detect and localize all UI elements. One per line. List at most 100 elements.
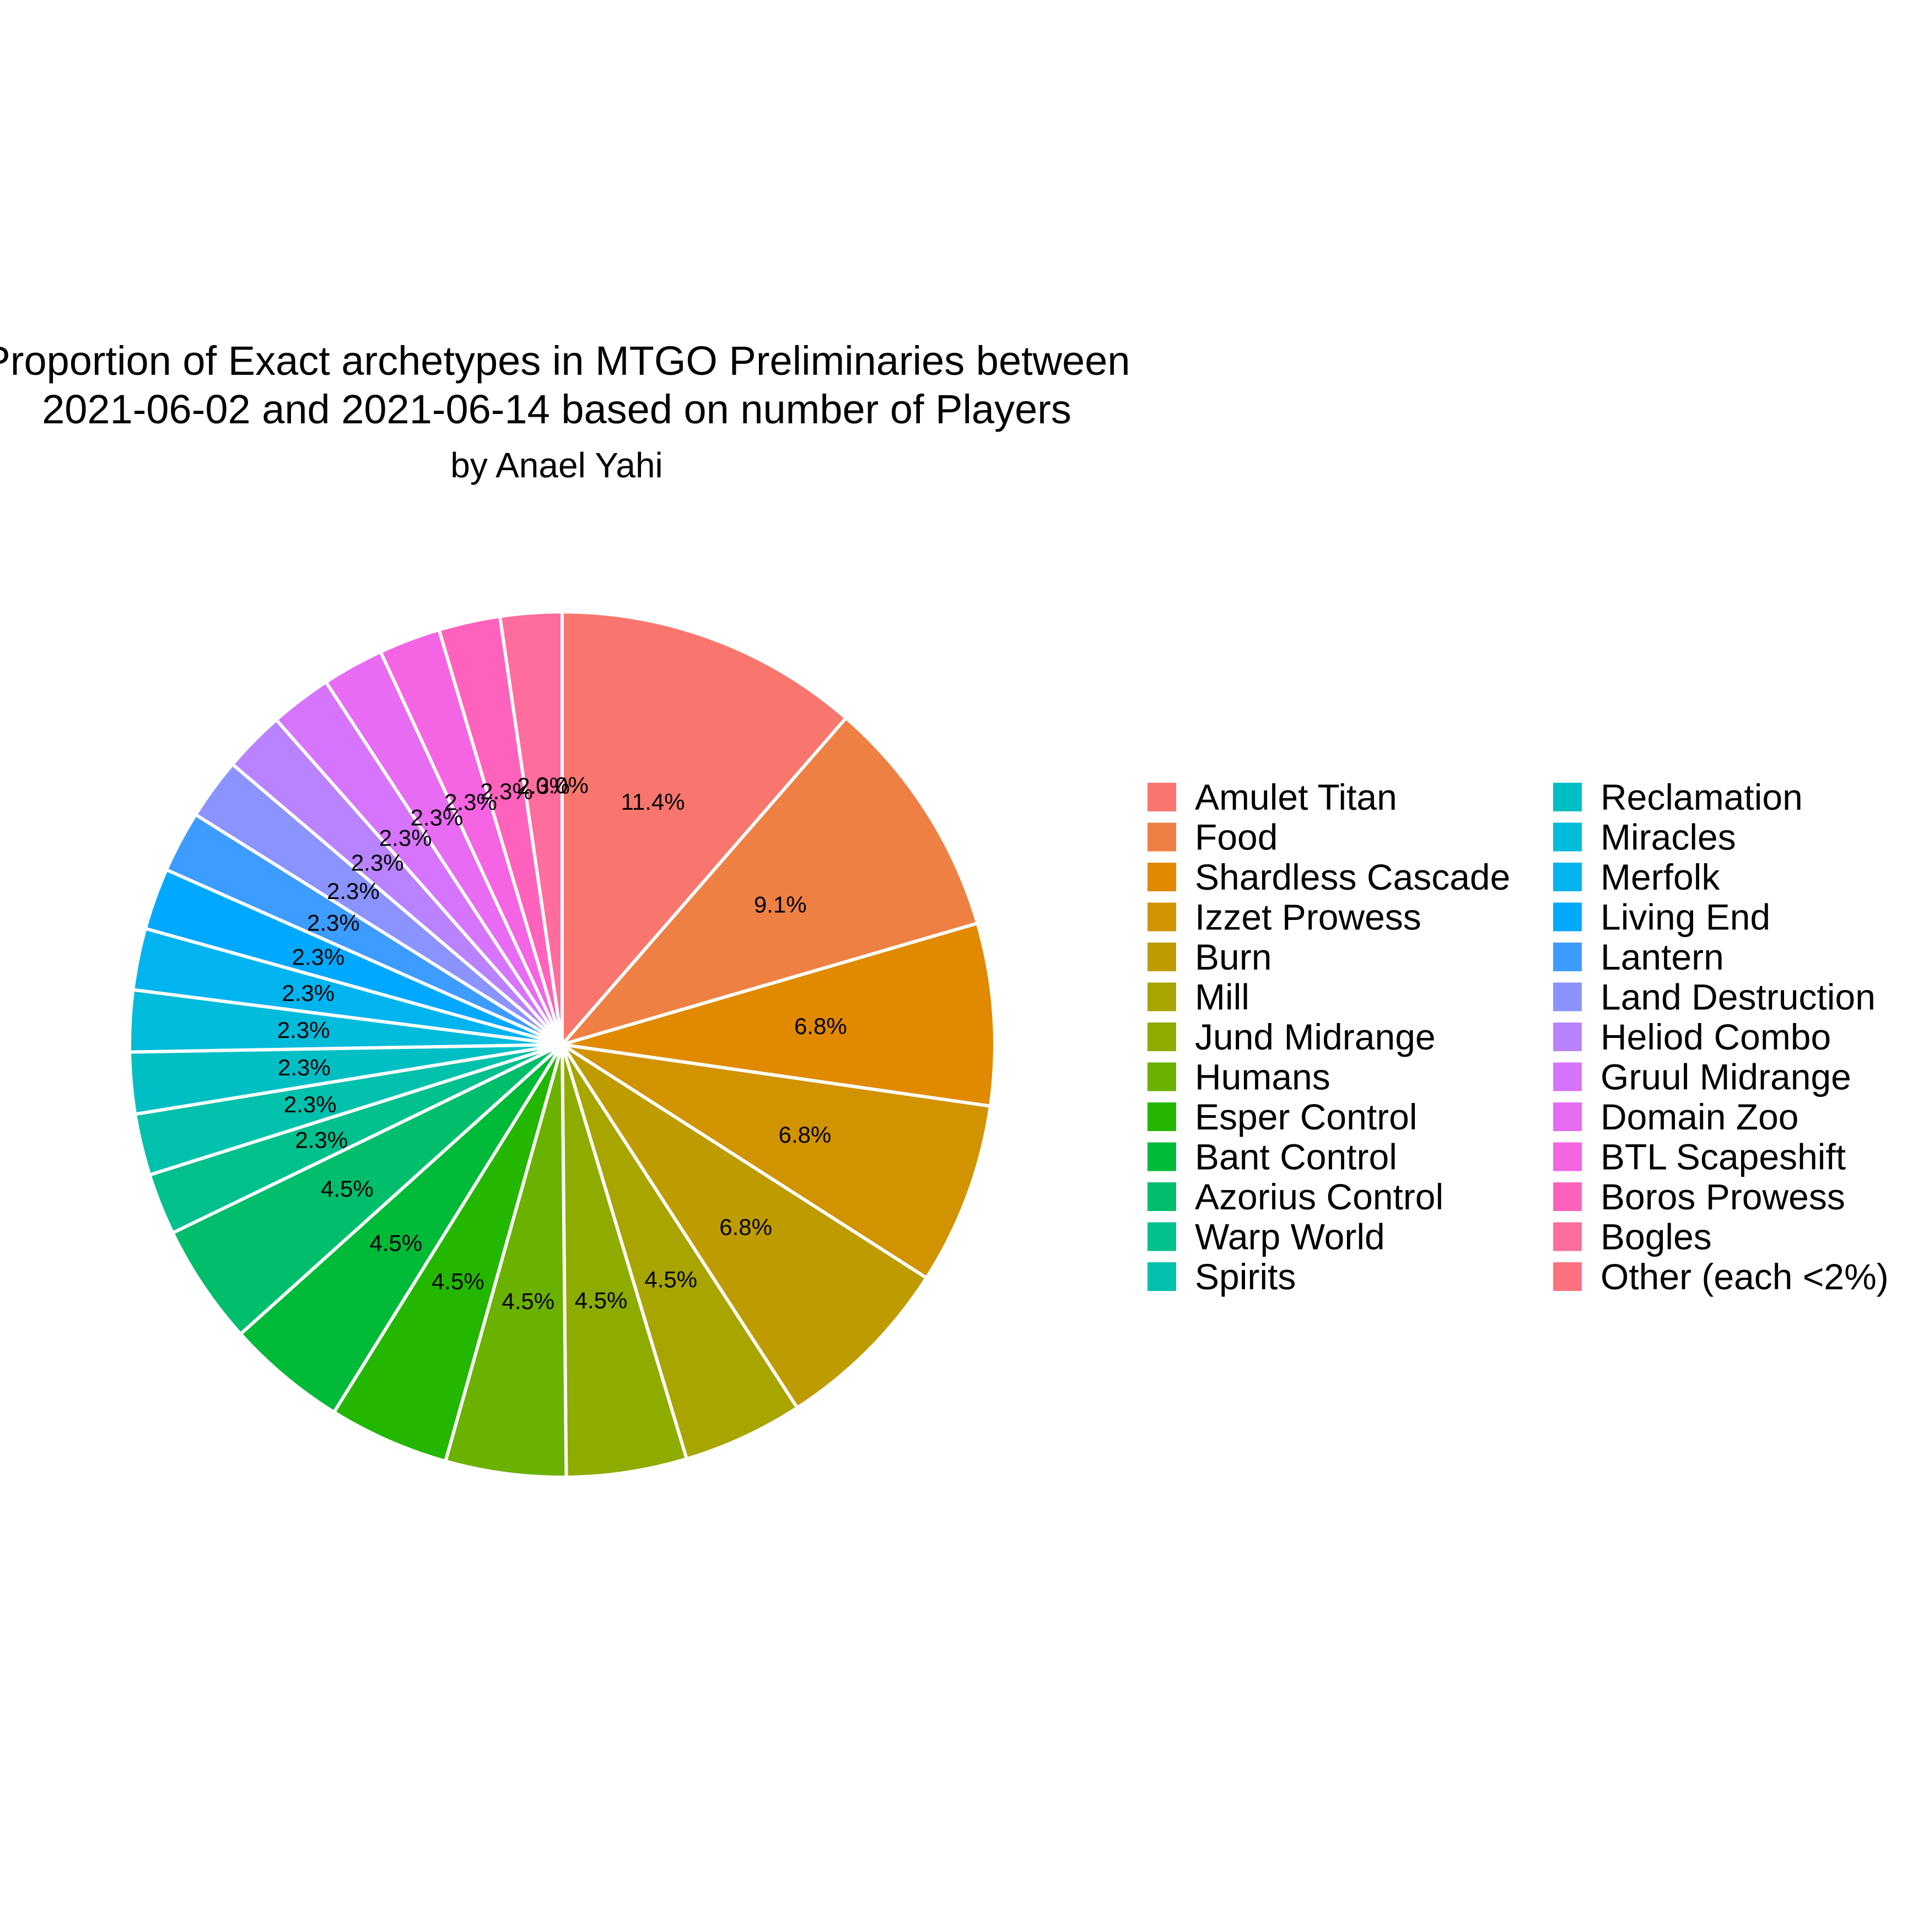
legend-swatch [1553,943,1582,971]
slice-label: 9.1% [754,892,807,918]
slice-label: 2.3% [292,944,345,970]
legend-item: BTL Scapeshift [1553,1137,1846,1177]
chart-title-line-1: Proportion of Exact archetypes in MTGO P… [0,338,1130,384]
slice-label: 4.5% [502,1288,554,1314]
legend-item: Heliod Combo [1553,1016,1831,1057]
pie-slice-azorius-control [170,1043,564,1337]
legend-item: Warp World [1147,1217,1385,1257]
legend-swatch [1553,982,1582,1011]
slice-label: 2.3% [480,778,533,804]
legend-label: Gruul Midrange [1601,1057,1851,1097]
legend-swatch [1147,1022,1176,1051]
legend-item: Esper Control [1147,1096,1418,1137]
legend-item: Humans [1147,1057,1330,1097]
pie-slice-bogles [498,610,564,1045]
legend-label: Warp World [1195,1217,1385,1257]
legend-swatch [1553,1222,1582,1251]
slice-label: 2.3% [284,1091,337,1117]
slice-label: 2.3% [282,980,335,1006]
slice-label: 0.0% [536,772,589,798]
legend-item: Land Destruction [1553,977,1876,1018]
legend-item: Domain Zoo [1553,1096,1799,1137]
pie-slice-jund-midrange [561,1044,689,1479]
legend-label: Miracles [1601,817,1736,858]
legend-label: Food [1195,817,1278,858]
legend-item: Lantern [1553,937,1724,977]
legend-swatch [1553,1022,1582,1051]
pie-slice-mill [561,1043,800,1461]
legend-swatch [1147,1102,1176,1131]
pie-slice-burn [561,1043,929,1411]
legend-swatch [1553,1182,1582,1211]
pie-slice-shardless-cascade [562,921,997,1108]
legend-swatch [1553,863,1582,891]
legend-swatch [1147,1262,1176,1291]
legend-label: Living End [1601,897,1770,938]
legend-swatch [1147,822,1176,852]
legend-label: BTL Scapeshift [1601,1137,1846,1177]
legend-label: Jund Midrange [1195,1016,1436,1057]
legend-item: Reclamation [1553,777,1803,817]
slice-label: 2.3% [278,1054,331,1080]
legend-swatch [1553,1142,1582,1171]
legend-swatch [1553,1262,1582,1291]
slice-label: 4.5% [432,1268,484,1294]
legend-item: Mill [1147,977,1249,1018]
slice-label: 4.5% [321,1176,374,1202]
legend-item: Gruul Midrange [1553,1057,1851,1097]
legend-item: Bant Control [1147,1137,1397,1177]
pie-slice-food [557,715,980,1048]
legend-swatch [1553,822,1582,852]
legend-swatch [1147,783,1176,811]
pie-slice-esper-control [331,1043,564,1463]
legend-label: Amulet Titan [1195,777,1397,817]
legend-label: Lantern [1601,937,1724,977]
slice-label: 2.3% [517,773,570,799]
slice-label: 6.8% [779,1122,832,1148]
legend-label: Heliod Combo [1601,1016,1831,1057]
slice-label: 2.3% [307,910,360,936]
legend-label: Shardless Cascade [1195,857,1510,897]
legend-item: Burn [1147,937,1271,977]
legend-label: Other (each <2%) [1601,1256,1889,1297]
pie-slice-amulet-titan [561,610,849,1050]
legend-label: Merfolk [1601,857,1720,897]
chart-subtitle: by Anael Yahi [450,445,663,485]
chart-title-group: Proportion of Exact archetypes in MTGO P… [0,338,1130,485]
slice-label: 2.3% [277,1017,330,1043]
legend-label: Azorius Control [1195,1176,1443,1217]
legend-item: Azorius Control [1147,1176,1443,1217]
legend-label: Reclamation [1601,777,1803,817]
legend-label: Izzet Prowess [1195,897,1421,938]
slice-label: 2.3% [351,850,404,876]
legend-item: Other (each <2%) [1553,1256,1889,1297]
slice-label: 2.3% [295,1127,348,1153]
slice-label: 2.3% [444,789,497,815]
legend-item: Living End [1553,897,1770,938]
legend-swatch [1553,902,1582,932]
legend-swatch [1553,783,1582,811]
legend-item: Food [1147,817,1278,858]
pie-slice-labels: 11.4% 9.1% 6.8% 6.8% 6.8% 4.5% 4.5% 4.5% 4.5% 4.5… [277,772,847,1314]
legend-item: Shardless Cascade [1147,857,1510,897]
slice-label: 11.4% [621,789,685,815]
legend-label: Spirits [1195,1256,1296,1297]
legend-swatch [1147,1062,1176,1091]
slice-label: 2.3% [379,825,432,851]
legend-label: Bogles [1601,1217,1712,1257]
legend-swatch [1553,1062,1582,1091]
legend-swatch [1147,943,1176,971]
slice-label: 2.3% [327,878,380,904]
slice-label: 6.8% [719,1214,772,1240]
legend-item: Spirits [1147,1256,1296,1297]
legend-label: Mill [1195,977,1249,1018]
legend-swatch [1147,1142,1176,1171]
legend-item: Merfolk [1553,857,1720,897]
pie-slices [128,610,997,1479]
legend-label: Bant Control [1195,1137,1397,1177]
legend-swatch [1147,863,1176,891]
slice-label: 4.5% [575,1288,628,1314]
